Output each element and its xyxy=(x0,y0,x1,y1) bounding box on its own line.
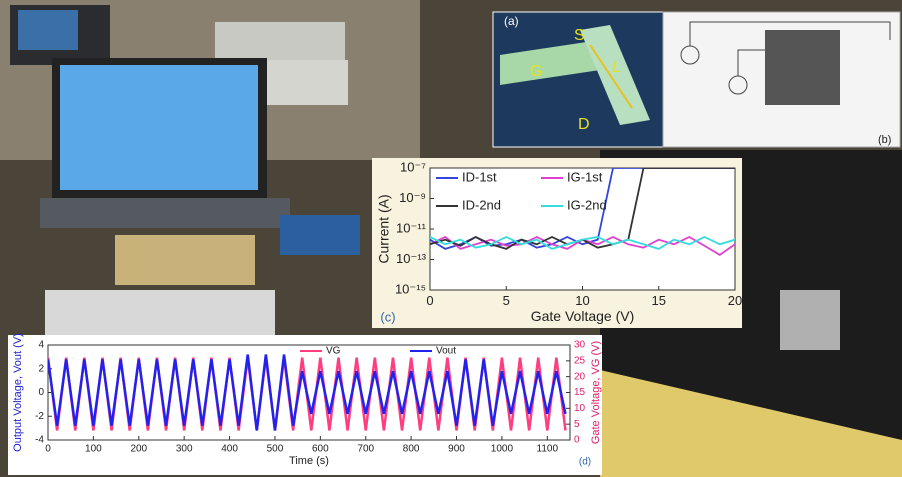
x-tick-label: 800 xyxy=(403,444,420,455)
x-tick-label: 700 xyxy=(357,444,374,455)
y2-tick-label: 15 xyxy=(574,387,586,398)
x-tick-label: 5 xyxy=(503,293,510,308)
legend-label: ID-2nd xyxy=(462,197,501,212)
x-tick-label: 400 xyxy=(221,444,238,455)
gate-label: G xyxy=(530,63,542,80)
x-tick-label: 300 xyxy=(176,444,193,455)
y-tick-label: 10⁻¹³ xyxy=(396,251,427,266)
panel-label: (d) xyxy=(579,457,591,468)
x-tick-label: 1000 xyxy=(491,444,514,455)
panel-label: (a) xyxy=(504,14,519,28)
y-tick-label: -2 xyxy=(35,411,44,422)
y2-tick-label: 0 xyxy=(574,435,580,446)
x-tick-label: 1100 xyxy=(537,444,559,455)
y2-tick-label: 30 xyxy=(574,340,586,351)
laptop-screen xyxy=(60,65,258,190)
legend-label: IG-1st xyxy=(567,169,603,184)
y-tick-label: 10⁻⁹ xyxy=(399,190,426,205)
y2-tick-label: 10 xyxy=(574,403,586,414)
probe xyxy=(780,290,840,350)
panel-label: (b) xyxy=(878,134,891,146)
legend-label: Vout xyxy=(436,346,456,357)
plot-area xyxy=(430,168,735,290)
y2-tick-label: 20 xyxy=(574,371,586,382)
legend-label: VG xyxy=(326,346,341,357)
monitor xyxy=(45,290,275,335)
laptop-keyboard xyxy=(40,198,290,228)
x-tick-label: 100 xyxy=(85,444,102,455)
figure: (a) S G D L (b) 0510152010⁻⁷10⁻⁹10⁻¹¹10⁻… xyxy=(0,0,902,477)
x-tick-label: 10 xyxy=(575,293,589,308)
y-tick-label: 2 xyxy=(38,363,44,374)
x-axis-title: Gate Voltage (V) xyxy=(531,308,635,324)
legend-label: IG-2nd xyxy=(567,197,607,212)
x-tick-label: 900 xyxy=(448,444,465,455)
oscilloscope-screen xyxy=(18,10,78,50)
x-axis-title: Time (s) xyxy=(289,455,329,467)
y-axis-title: Current (A) xyxy=(376,194,392,263)
length-label: L xyxy=(612,59,621,76)
y-tick-label: 10⁻⁷ xyxy=(400,159,426,174)
y-tick-label: 10⁻¹⁵ xyxy=(395,281,426,296)
x-tick-label: 200 xyxy=(130,444,147,455)
panel-label: (c) xyxy=(380,309,395,324)
y-axis-title: Output Voltage, Vout (V) xyxy=(12,333,24,452)
x-tick-label: 600 xyxy=(312,444,329,455)
y-tick-label: -4 xyxy=(35,435,44,446)
source-label: S xyxy=(574,27,585,44)
y2-tick-label: 25 xyxy=(574,355,586,366)
x-tick-label: 0 xyxy=(426,293,433,308)
x-tick-label: 500 xyxy=(267,444,284,455)
y-tick-label: 10⁻¹¹ xyxy=(396,220,427,235)
y-tick-label: 0 xyxy=(38,387,44,398)
y2-tick-label: 5 xyxy=(574,419,580,430)
y-tick-label: 4 xyxy=(38,340,44,351)
y2-axis-title: Gate Voltage, VG (V) xyxy=(590,341,602,444)
device-image xyxy=(765,30,840,105)
x-tick-label: 15 xyxy=(652,293,666,308)
mixer xyxy=(280,215,360,255)
x-tick-label: 0 xyxy=(45,444,51,455)
legend-label: ID-1st xyxy=(462,169,497,184)
instrument xyxy=(258,60,348,105)
drain-label: D xyxy=(578,116,590,133)
instrument xyxy=(115,235,255,285)
x-tick-label: 20 xyxy=(728,293,742,308)
